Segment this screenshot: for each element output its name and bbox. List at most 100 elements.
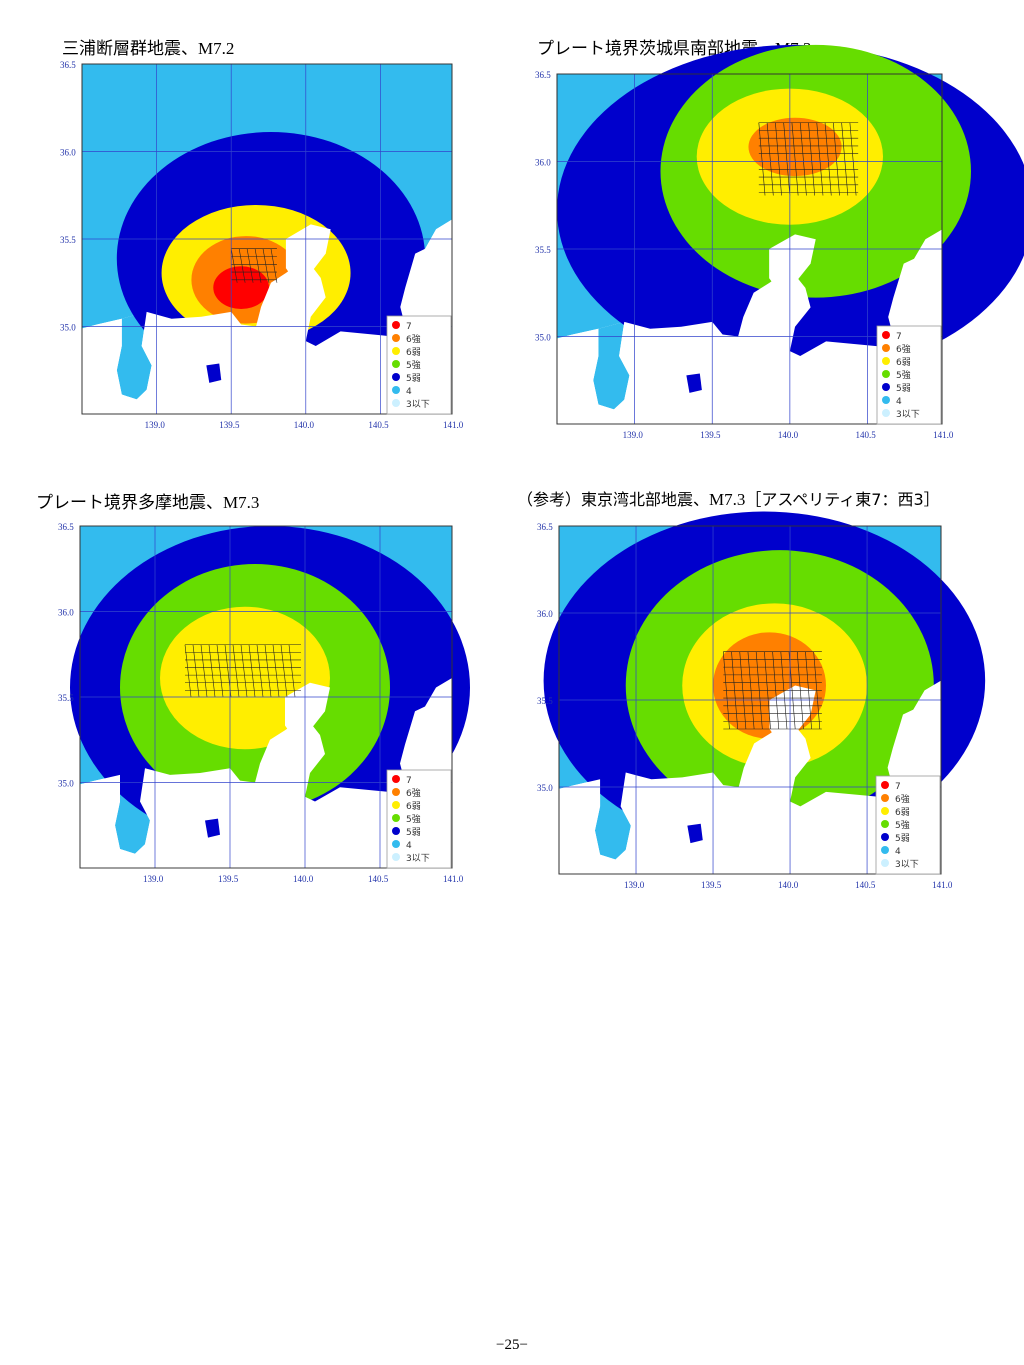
legend-swatch — [392, 801, 400, 809]
legend-swatch — [881, 794, 889, 802]
lat-tick-label: 35.5 — [60, 235, 76, 245]
lat-tick-label: 35.0 — [60, 323, 76, 333]
legend-swatch — [882, 370, 890, 378]
legend-label: 7 — [896, 332, 902, 342]
map-title-3: プレート境界多摩地震、M7.3 — [36, 493, 260, 513]
izu-island-top — [205, 818, 220, 838]
intensity-map-3: 7 6強 6弱 5強 5弱 4 3以下 139.0 139.5 140.0 140.5 141.0 36… — [58, 520, 470, 892]
legend-label: 5弱 — [895, 833, 910, 844]
lat-tick-label: 36.0 — [60, 148, 76, 158]
lon-tick-label: 141.0 — [443, 874, 464, 884]
legend-label: 4 — [895, 847, 901, 857]
legend-swatch — [392, 840, 400, 848]
legend-swatch — [882, 331, 890, 339]
legend-label: 5強 — [406, 359, 421, 371]
lat-tick-label: 36.5 — [537, 522, 553, 532]
fault-grid-icon — [184, 644, 301, 698]
lat-tick-label: 36.5 — [58, 522, 74, 532]
legend-swatch — [882, 396, 890, 404]
lat-tick-label: 35.0 — [58, 779, 74, 789]
lon-tick-label: 140.5 — [368, 420, 389, 430]
lat-tick-label: 36.0 — [535, 158, 551, 168]
page-number: −25− — [496, 1337, 528, 1353]
map-title-4: （参考）東京湾北部地震、M7.3［アスペリティ東7：西3］ — [517, 490, 940, 509]
legend-swatch — [392, 373, 400, 381]
legend-label: 4 — [896, 397, 902, 407]
legend-swatch — [882, 357, 890, 365]
fault-grid-icon — [722, 651, 822, 730]
legend-swatch — [882, 409, 890, 417]
izu-peninsula — [593, 321, 630, 410]
intensity-map-2: 7 6強 6弱 5強 5弱 4 3以下 139.0 139.5 140.0 140.5 141.0 36… — [535, 44, 1024, 448]
lon-tick-label: 141.0 — [932, 880, 953, 890]
lon-tick-label: 140.5 — [368, 874, 389, 884]
lon-tick-label: 139.5 — [700, 430, 721, 440]
legend-label: 3以下 — [406, 400, 430, 410]
legend-label: 6弱 — [895, 807, 910, 818]
legend-swatch — [392, 827, 400, 835]
legend-label: 6強 — [895, 793, 910, 805]
fault-grid-icon — [230, 248, 278, 283]
legend-swatch — [881, 781, 889, 789]
legend-label: 5弱 — [406, 373, 421, 384]
legend-swatch — [392, 360, 400, 368]
legend-swatch — [392, 788, 400, 796]
lon-tick-label: 140.0 — [294, 420, 315, 430]
legend-swatch — [881, 846, 889, 854]
fault-grid-icon — [758, 122, 859, 196]
map-title-1: 三浦断層群地震、M7.2 — [62, 39, 235, 59]
izu-peninsula — [116, 311, 152, 400]
legend-swatch — [881, 820, 889, 828]
legend-label: 7 — [895, 782, 901, 792]
legend-label: 3以下 — [896, 410, 920, 420]
ocean-mask — [80, 678, 452, 868]
lat-tick-label: 35.0 — [535, 333, 551, 343]
lat-tick-label: 36.5 — [60, 60, 76, 70]
ocean-mask — [82, 219, 452, 414]
legend-label: 4 — [406, 841, 412, 851]
legend-label: 3以下 — [895, 860, 919, 870]
lon-tick-label: 141.0 — [933, 430, 954, 440]
izu-island-top — [686, 373, 702, 393]
lon-tick-label: 139.0 — [145, 420, 166, 430]
izu-island-top — [206, 363, 222, 383]
legend-label: 6強 — [406, 787, 421, 799]
intensity-zone-3 — [213, 266, 269, 309]
legend-swatch — [392, 347, 400, 355]
legend-swatch — [392, 386, 400, 394]
intensity-map-4: 7 6強 6弱 5強 5弱 4 3以下 139.0 139.5 140.0 140.5 141.0 36… — [537, 511, 986, 898]
lon-tick-label: 140.0 — [778, 430, 799, 440]
map-frame — [79, 525, 453, 869]
lon-tick-label: 139.5 — [701, 880, 722, 890]
lat-tick-label: 36.0 — [537, 609, 553, 619]
map-frame — [558, 525, 942, 875]
legend-label: 6弱 — [406, 801, 421, 812]
legend-label: 4 — [406, 387, 412, 397]
lat-tick-label: 35.0 — [537, 783, 553, 793]
legend-swatch — [881, 807, 889, 815]
izu-island-top — [687, 823, 703, 844]
legend-swatch — [882, 383, 890, 391]
lat-tick-label: 35.5 — [537, 696, 553, 706]
legend-label: 5強 — [895, 819, 910, 831]
lat-tick-label: 36.5 — [535, 70, 551, 80]
legend-label: 5強 — [896, 369, 911, 381]
lat-tick-label: 36.0 — [58, 608, 74, 618]
lon-tick-label: 139.0 — [623, 430, 644, 440]
intensity-map-1: 7 6強 6弱 5強 5弱 4 3以下 139.0 139.5 140.0 140.5 141.0 36… — [60, 58, 470, 438]
legend-swatch — [882, 344, 890, 352]
legend-swatch — [881, 859, 889, 867]
legend-label: 5強 — [406, 813, 421, 825]
lon-tick-label: 139.0 — [143, 874, 164, 884]
legend-label: 6強 — [896, 343, 911, 355]
lon-tick-label: 140.0 — [293, 874, 314, 884]
lon-tick-label: 141.0 — [443, 420, 464, 430]
legend-swatch — [392, 321, 400, 329]
map-frame — [81, 63, 453, 415]
legend-swatch — [392, 775, 400, 783]
legend-swatch — [392, 814, 400, 822]
